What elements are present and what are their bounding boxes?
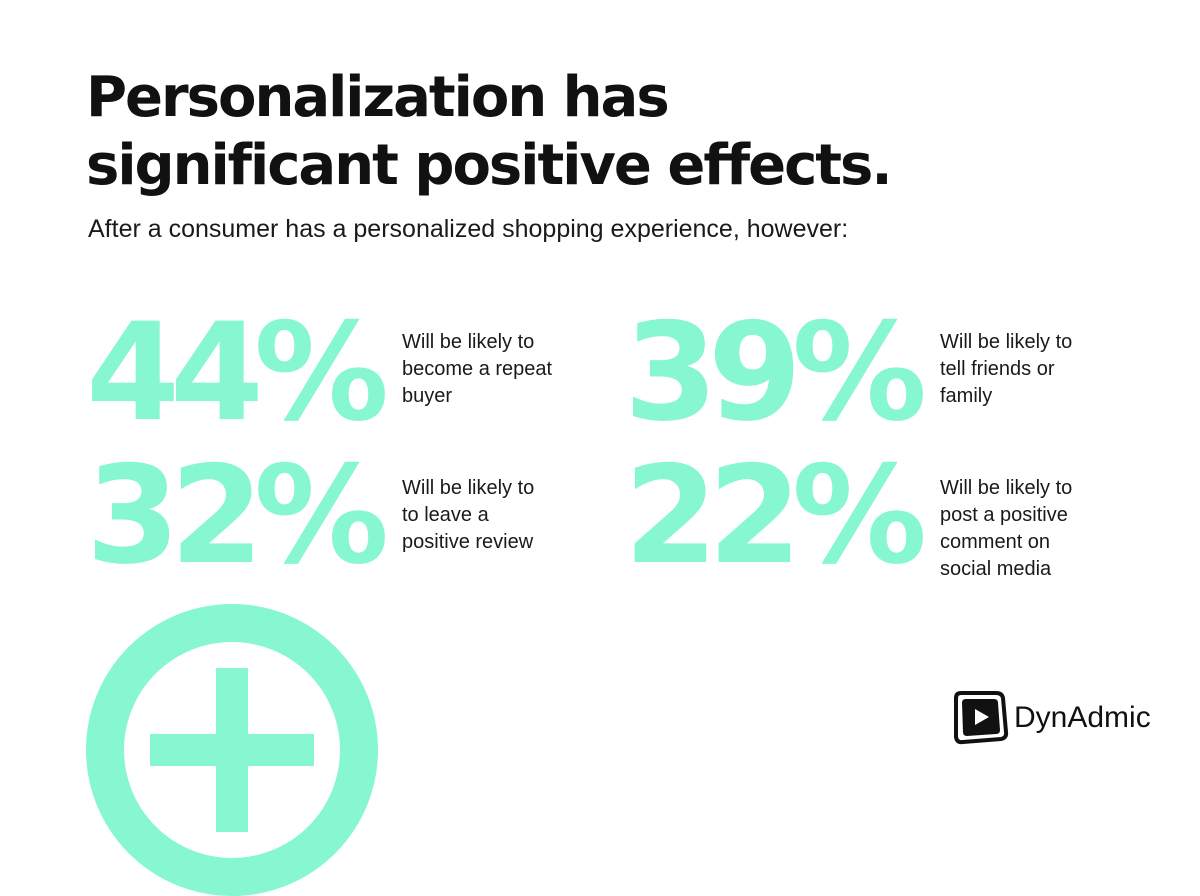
plus-circle-icon [86,604,378,896]
stat-description-line: family [940,385,993,407]
stat-positive-review: 32% Will be likely to to leave a positiv… [86,448,586,588]
stat-description-line: positive review [402,531,534,553]
brand-logo: DynAdmic [950,688,1160,752]
stat-description: Will be likely to to leave a positive re… [402,475,534,556]
stat-description-line: buyer [402,385,453,407]
stat-description: Will be likely to tell friends or family [940,329,1072,410]
stat-description-line: Will be likely to [940,331,1073,353]
page-title: Personalization has significant positive… [86,65,893,198]
stat-value: 44% [86,294,389,451]
stat-description-line: tell friends or [940,358,1055,380]
play-logo-icon [954,691,1009,745]
stat-value: 22% [624,437,927,594]
stat-description: Will be likely to post a positive commen… [940,475,1072,583]
stat-description-line: comment on [940,531,1051,553]
stat-social-media: 22% Will be likely to post a positive co… [624,448,1144,588]
stat-description-line: become a repeat [402,358,553,380]
stat-description-line: to leave a [402,504,489,526]
stat-value: 32% [86,437,389,594]
page-subtitle: After a consumer has a personalized shop… [88,215,849,243]
brand-name: DynAdmic [1014,701,1151,734]
stat-description-line: social media [940,558,1052,580]
stat-tell-friends: 39% Will be likely to tell friends or fa… [624,305,1144,445]
stat-description: Will be likely to become a repeat buyer [402,329,552,410]
stat-description-line: Will be likely to [940,477,1073,499]
stat-value: 39% [624,294,927,451]
stat-description-line: Will be likely to [402,477,535,499]
stat-repeat-buyer: 44% Will be likely to become a repeat bu… [86,305,586,445]
stat-description-line: post a positive [940,504,1068,526]
stat-description-line: Will be likely to [402,331,535,353]
